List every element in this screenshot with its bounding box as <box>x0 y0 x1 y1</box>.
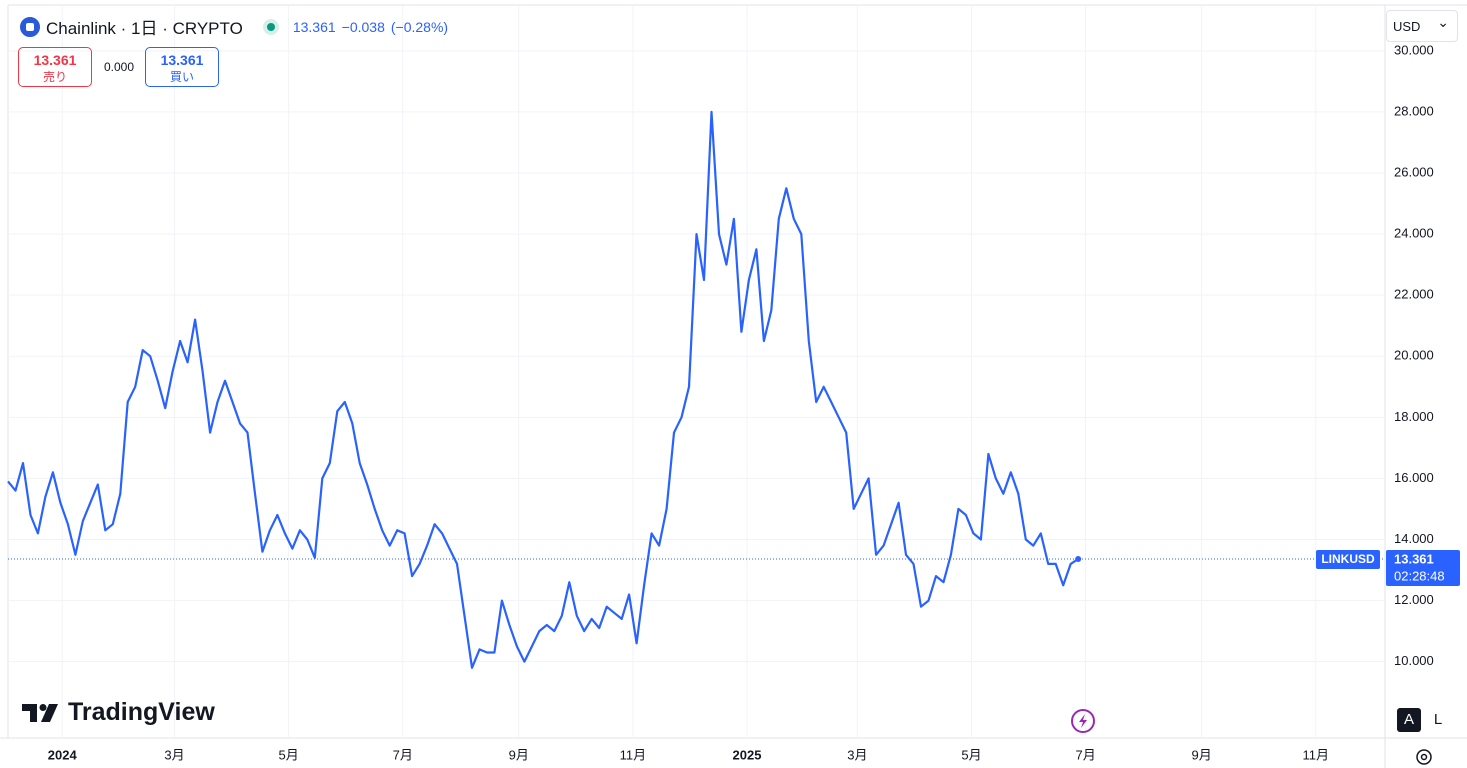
x-tick-label: 11月 <box>1303 747 1330 762</box>
y-tick-label: 16.000 <box>1394 470 1434 485</box>
y-tick-label: 12.000 <box>1394 592 1434 607</box>
countdown-label: 02:28:48 <box>1394 568 1445 583</box>
x-tick-label: 7月 <box>393 747 413 762</box>
y-tick-label: 22.000 <box>1394 287 1434 302</box>
last-point <box>1075 555 1082 562</box>
last-price: 13.361 <box>292 18 336 35</box>
x-tick-label: 9月 <box>1192 747 1212 762</box>
settings-icon-center <box>1420 753 1428 761</box>
spread: 0.000 <box>104 60 135 74</box>
grid <box>8 5 1385 738</box>
y-tick-label: 24.000 <box>1394 226 1434 241</box>
auto-scale-button[interactable]: A <box>1397 708 1421 732</box>
sell-price: 13.361 <box>33 52 77 68</box>
header: Chainlink · 1日 · CRYPTO 13.361 −0.038 (−… <box>20 14 454 39</box>
x-tick-label: 2025 <box>733 747 762 762</box>
x-tick-label: 9月 <box>509 747 529 762</box>
branding: TradingView <box>22 698 215 727</box>
x-tick-label: 11月 <box>620 747 647 762</box>
price-label: 13.361 <box>1394 551 1434 566</box>
alert-icon[interactable] <box>1071 709 1095 733</box>
symbol-title[interactable]: Chainlink · 1日 · CRYPTO <box>46 19 243 38</box>
log-scale-button[interactable]: L <box>1433 711 1443 728</box>
x-tick-label: 2024 <box>48 747 78 762</box>
y-tick-label: 10.000 <box>1394 653 1434 668</box>
sell-button[interactable]: 13.361 売り <box>18 47 92 87</box>
y-tick-label: 14.000 <box>1394 531 1434 546</box>
currency-select[interactable]: USD <box>1386 10 1458 42</box>
x-tick-label: 5月 <box>961 747 981 762</box>
x-tick-label: 3月 <box>847 747 867 762</box>
buy-price: 13.361 <box>160 52 204 68</box>
y-tick-label: 18.000 <box>1394 409 1434 424</box>
market-status <box>262 18 279 35</box>
brand-name: TradingView <box>68 698 215 726</box>
y-tick-label: 26.000 <box>1394 164 1434 179</box>
buy-label: 買い <box>169 70 194 84</box>
y-tick-label: 20.000 <box>1394 348 1434 363</box>
change: −0.038 <box>341 18 385 35</box>
plot <box>7 110 1385 669</box>
alert-bolt <box>1079 714 1087 728</box>
y-tick-label: 28.000 <box>1394 103 1434 118</box>
y-tick-label: 30.000 <box>1394 42 1434 57</box>
sell-label: 売り <box>42 70 67 84</box>
x-tick-label: 7月 <box>1076 747 1096 762</box>
brand-logo <box>22 703 58 722</box>
price-line <box>7 110 1079 669</box>
settings-icon[interactable] <box>1416 749 1432 765</box>
symbol-label: LINKUSD <box>1321 552 1375 566</box>
buy-button[interactable]: 13.361 買い <box>145 47 219 87</box>
change-percent: (−0.28%) <box>390 18 449 35</box>
price-label-bg <box>1386 549 1460 586</box>
x-tick-label: 3月 <box>164 747 184 762</box>
x-tick-label: 5月 <box>279 747 299 762</box>
symbol-label-bg <box>1316 549 1380 569</box>
symbol-icon <box>20 16 40 37</box>
